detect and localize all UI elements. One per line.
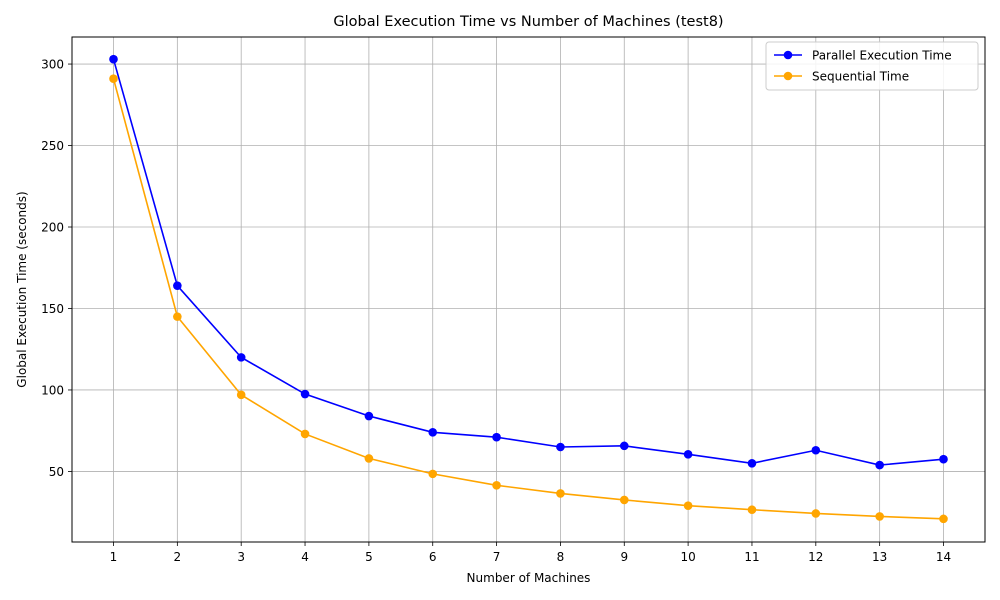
x-tick-label: 11 — [744, 550, 759, 564]
legend-label: Parallel Execution Time — [812, 49, 952, 63]
x-tick-label: 13 — [872, 550, 887, 564]
y-axis: 50 100 150 200 250 300 — [41, 58, 72, 479]
x-tick-label: 4 — [301, 550, 309, 564]
x-tick-label: 9 — [620, 550, 628, 564]
y-tick-label: 100 — [41, 383, 64, 397]
data-point — [811, 509, 821, 518]
series-line — [112, 58, 944, 466]
y-tick-label: 150 — [41, 302, 64, 316]
plot-frame — [71, 36, 986, 543]
data-point — [556, 489, 565, 498]
x-tick-label: 6 — [429, 550, 437, 564]
data-point — [109, 74, 118, 84]
data-point — [492, 432, 501, 442]
data-point — [492, 480, 501, 490]
data-point — [811, 445, 821, 455]
x-tick-label: 7 — [493, 550, 501, 564]
data-point — [619, 495, 629, 505]
data-point — [747, 458, 757, 468]
data-point — [683, 501, 693, 510]
data-point — [428, 428, 438, 437]
series-2 — [109, 74, 948, 524]
data-point — [364, 411, 374, 421]
series-1 — [109, 54, 948, 470]
data-point — [747, 505, 757, 515]
x-tick-label: 14 — [936, 550, 951, 564]
data-point — [173, 281, 182, 290]
series-line — [112, 78, 944, 520]
y-tick-label: 250 — [41, 139, 64, 153]
data-point — [428, 469, 438, 479]
data-point — [173, 312, 182, 321]
x-axis: 1 2 3 4 5 6 7 8 9 10 11 12 13 14 — [110, 542, 951, 564]
x-tick-label: 2 — [174, 550, 182, 564]
legend-marker — [783, 50, 793, 60]
data-point — [619, 441, 629, 451]
x-tick-label: 12 — [808, 550, 823, 564]
data-point — [236, 390, 246, 400]
data-point — [300, 389, 310, 399]
x-axis-label: Number of Machines — [467, 571, 591, 585]
legend-frame — [765, 41, 979, 91]
x-tick-label: 10 — [680, 550, 695, 564]
data-point — [300, 429, 310, 439]
chart-title: Global Execution Time vs Number of Machi… — [333, 14, 723, 30]
data-point — [556, 442, 565, 452]
y-axis-label: Global Execution Time (seconds) — [15, 191, 29, 387]
legend-marker — [783, 71, 793, 81]
data-point — [236, 353, 246, 362]
data-point — [364, 454, 374, 463]
series-layer — [109, 54, 948, 524]
data-point — [939, 454, 948, 464]
legend-label: Sequential Time — [812, 70, 909, 84]
x-tick-label: 3 — [237, 550, 245, 564]
data-point — [875, 460, 884, 470]
y-tick-label: 200 — [41, 221, 64, 235]
data-point — [683, 450, 693, 459]
data-point — [109, 54, 118, 64]
data-point — [939, 514, 948, 524]
x-tick-label: 5 — [365, 550, 373, 564]
y-tick-label: 50 — [49, 465, 64, 479]
y-tick-label: 300 — [41, 58, 64, 72]
legend: Parallel Execution Time Sequential Time — [765, 41, 979, 91]
x-tick-label: 8 — [557, 550, 565, 564]
data-point — [875, 512, 884, 521]
x-tick-label: 1 — [110, 550, 118, 564]
